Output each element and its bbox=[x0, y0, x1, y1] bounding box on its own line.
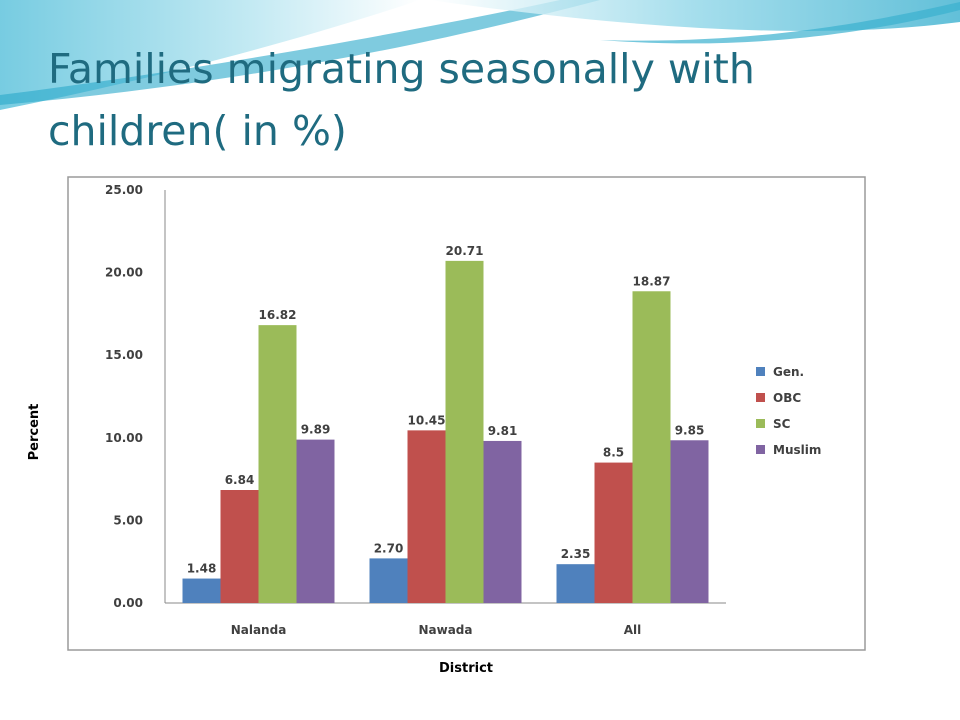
y-tick-label: 15.00 bbox=[105, 348, 143, 362]
x-tick-label: Nalanda bbox=[231, 623, 287, 637]
y-tick-label: 0.00 bbox=[113, 596, 143, 610]
data-label: 8.5 bbox=[603, 446, 624, 460]
legend-swatch bbox=[756, 419, 765, 428]
data-label: 1.48 bbox=[187, 562, 217, 576]
legend-label: OBC bbox=[773, 391, 801, 405]
y-tick-label: 10.00 bbox=[105, 431, 143, 445]
legend-label: Gen. bbox=[773, 365, 804, 379]
y-axis-title: Percent bbox=[27, 404, 42, 461]
data-label: 9.85 bbox=[675, 423, 705, 437]
bar-gen-nalanda bbox=[182, 578, 221, 603]
data-label: 2.70 bbox=[374, 541, 404, 555]
y-tick-label: 5.00 bbox=[113, 513, 143, 527]
y-tick-label: 20.00 bbox=[105, 266, 143, 280]
data-label: 18.87 bbox=[633, 274, 671, 288]
bar-sc-nawada bbox=[445, 260, 484, 603]
data-label: 20.71 bbox=[446, 244, 484, 258]
legend-label: Muslim bbox=[773, 443, 821, 457]
bar-sc-all bbox=[632, 291, 671, 603]
legend-swatch bbox=[756, 367, 765, 376]
data-label: 9.81 bbox=[488, 424, 518, 438]
bar-obc-all bbox=[594, 462, 633, 603]
bar-muslim-all bbox=[670, 440, 709, 603]
y-tick-label: 25.00 bbox=[105, 183, 143, 197]
bar-sc-nalanda bbox=[258, 325, 297, 603]
slide-title: Families migrating seasonally with child… bbox=[48, 45, 755, 155]
bar-obc-nalanda bbox=[220, 490, 259, 603]
legend-label: SC bbox=[773, 417, 791, 431]
bar-muslim-nalanda bbox=[296, 439, 335, 603]
data-label: 6.84 bbox=[225, 473, 255, 487]
data-label: 2.35 bbox=[561, 547, 591, 561]
data-label: 9.89 bbox=[301, 423, 331, 437]
legend-swatch bbox=[756, 393, 765, 402]
data-label: 10.45 bbox=[408, 413, 446, 427]
data-label: 16.82 bbox=[259, 308, 297, 322]
x-tick-label: All bbox=[624, 623, 642, 637]
bar-gen-all bbox=[556, 564, 595, 603]
bar-muslim-nawada bbox=[483, 440, 522, 603]
bar-gen-nawada bbox=[369, 558, 408, 603]
x-axis-title: District bbox=[439, 661, 493, 676]
bar-obc-nawada bbox=[407, 430, 446, 603]
legend-swatch bbox=[756, 445, 765, 454]
x-tick-label: Nawada bbox=[418, 623, 472, 637]
